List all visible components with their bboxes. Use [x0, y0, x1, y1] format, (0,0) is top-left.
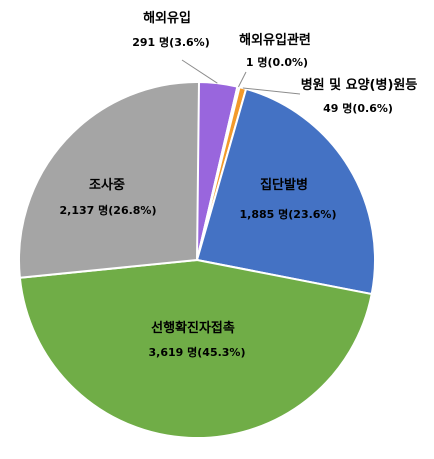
slice-name-label: 선행확진자접촉	[151, 320, 235, 336]
slice-value-label: 1 명(0.0%)	[246, 55, 308, 69]
slice-name-label: 집단발병	[260, 177, 308, 193]
slice-name-label: 조사중	[89, 177, 125, 193]
slice-value-label: 2,137 명(26.8%)	[60, 203, 157, 217]
slice-name-label: 해외유입관련	[239, 32, 311, 48]
leader-line-1	[238, 71, 247, 88]
pie-slices	[18, 80, 376, 439]
slice-value-label: 49 명(0.6%)	[323, 101, 393, 115]
slice-name-label: 해외유입	[143, 10, 191, 26]
label-prior-contact: 선행확진자접촉 3,619 명(45.3%)	[149, 320, 246, 359]
leader-line-0	[181, 59, 218, 84]
label-hospital-care: 병원 및 요양(병)원등 49 명(0.6%)	[301, 77, 418, 115]
pie-slice-4	[18, 258, 373, 439]
slice-value-label: 291 명(3.6%)	[132, 35, 209, 49]
label-overseas-import: 해외유입 291 명(3.6%)	[132, 10, 209, 49]
leader-lines	[181, 59, 301, 95]
slice-value-label: 3,619 명(45.3%)	[149, 345, 246, 359]
pie-slice-5	[18, 81, 201, 279]
leader-line-2	[242, 87, 301, 95]
label-under-investigation: 조사중 2,137 명(26.8%)	[60, 177, 157, 217]
slice-value-label: 1,885 명(23.6%)	[240, 207, 337, 221]
slice-name-label: 병원 및 요양(병)원등	[301, 77, 418, 93]
pie-slice-3	[195, 87, 376, 296]
label-cluster-outbreak: 집단발병 1,885 명(23.6%)	[240, 177, 337, 221]
label-overseas-import-related: 해외유입관련 1 명(0.0%)	[239, 32, 311, 69]
